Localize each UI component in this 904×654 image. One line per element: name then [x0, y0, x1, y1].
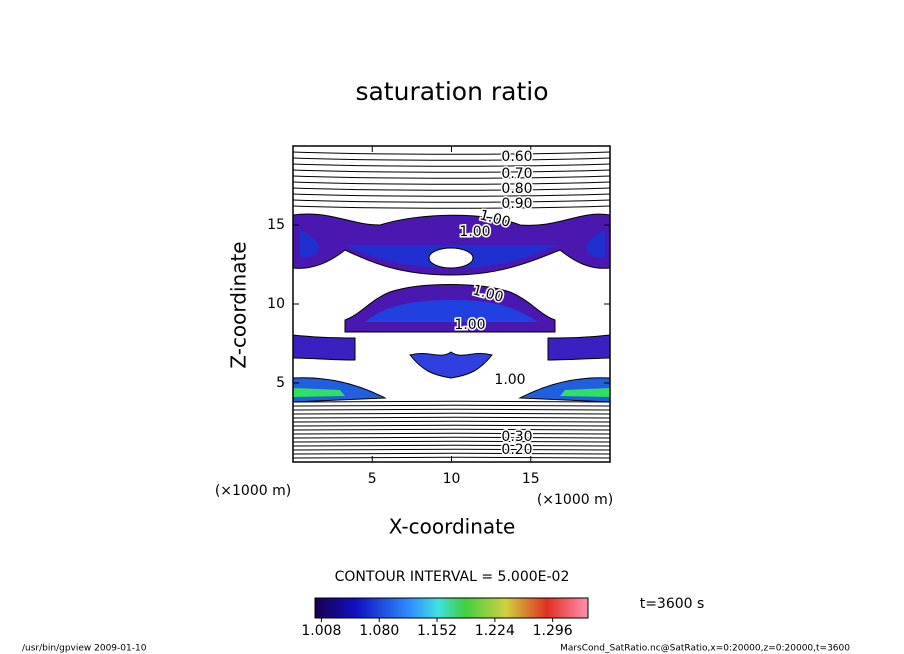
x-unit: (×1000 m)	[537, 492, 613, 508]
contour-label: 1.00	[494, 372, 525, 388]
x-axis-label: X-coordinate	[389, 515, 516, 539]
contour-line	[293, 193, 610, 197]
contour-line	[293, 400, 610, 403]
footer-left: /usr/bin/gpview 2009-01-10	[22, 644, 147, 654]
x-tick-label: 5	[368, 471, 377, 487]
contour-lines	[293, 151, 610, 459]
contour-line	[293, 416, 610, 419]
contour-line	[293, 456, 610, 459]
contour-line	[293, 157, 610, 161]
contour-label: 1.00	[454, 317, 485, 333]
colorbar-tick-label: 1.224	[475, 623, 515, 639]
colorbar-tick-label: 1.008	[301, 623, 341, 639]
contour-line	[293, 412, 610, 415]
x-tick-label: 10	[443, 471, 461, 487]
contour-label: 0.60	[501, 149, 532, 165]
contour-line	[293, 448, 610, 451]
contour-line	[293, 205, 610, 209]
contour-line	[293, 187, 610, 191]
contour-line	[293, 424, 610, 427]
contour-line	[293, 440, 610, 443]
y-unit: (×1000 m)	[215, 483, 291, 499]
y-tick-label: 15	[267, 217, 285, 233]
contour-label: 0.20	[501, 442, 532, 458]
colorbar	[314, 597, 589, 619]
contour-label: 0.70	[501, 166, 532, 182]
contour-label: 1.00	[459, 224, 490, 240]
contour-label: 0.90	[501, 196, 532, 212]
contour-line	[293, 420, 610, 423]
contour-line	[293, 432, 610, 435]
time-label: t=3600 s	[640, 596, 705, 612]
contour-line	[293, 169, 610, 173]
colorbar-tick-label: 1.296	[533, 623, 573, 639]
colorbar-tick-label: 1.152	[417, 623, 457, 639]
contour-line	[293, 175, 610, 179]
contour-line	[293, 404, 610, 407]
contour-line	[293, 181, 610, 185]
contour-line	[293, 151, 610, 155]
contour-line	[293, 444, 610, 447]
chart-title: saturation ratio	[355, 77, 548, 106]
contour-line	[293, 408, 610, 411]
contour-interval: CONTOUR INTERVAL = 5.000E-02	[335, 569, 570, 585]
contour-line	[293, 428, 610, 431]
y-tick-label: 10	[267, 296, 285, 312]
contour-label: 0.30	[501, 429, 532, 445]
contour-line	[293, 452, 610, 455]
colorbar-tick-label: 1.080	[359, 623, 399, 639]
y-axis-label: Z-coordinate	[227, 241, 251, 368]
footer-right: MarsCond_SatRatio.nc@SatRatio,x=0:20000,…	[560, 644, 850, 654]
contour-line	[293, 163, 610, 167]
contour-label: 0.80	[501, 181, 532, 197]
contour-field	[293, 213, 610, 403]
contour-line	[293, 436, 610, 439]
contour-line	[293, 199, 610, 203]
x-tick-label: 15	[522, 471, 540, 487]
y-tick-label: 5	[276, 375, 285, 391]
